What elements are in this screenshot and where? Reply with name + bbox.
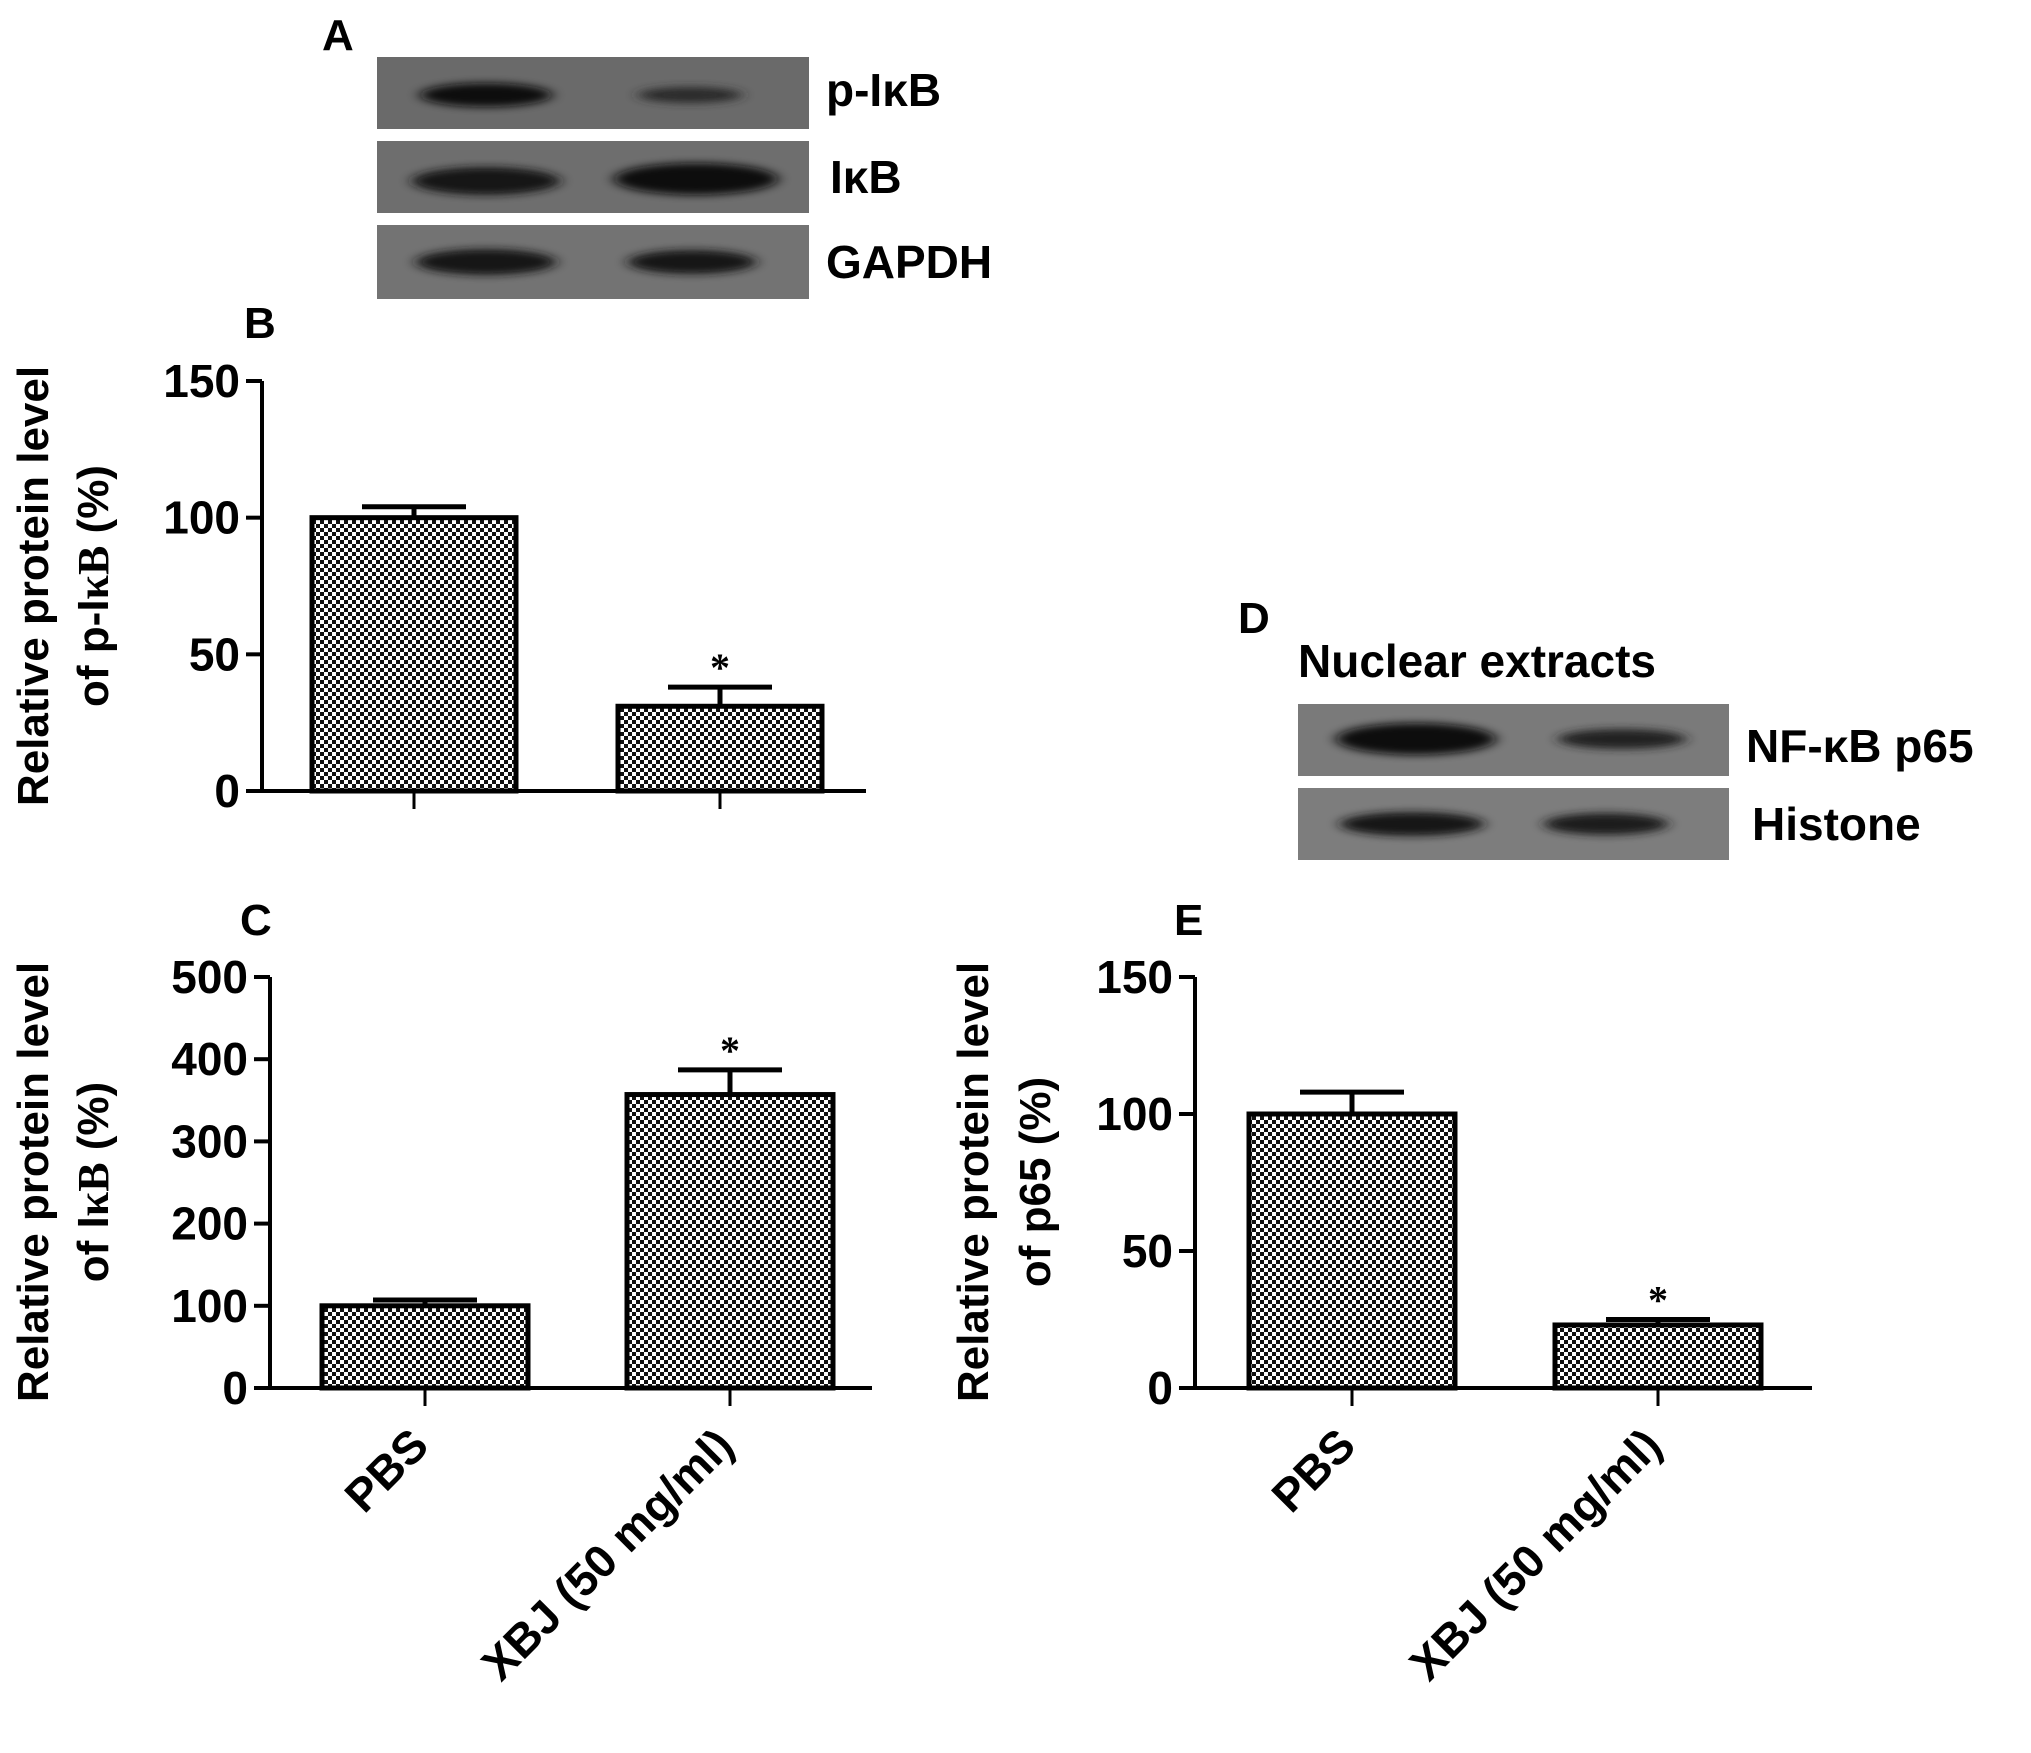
band-label-nfkb-p65: NF-κB p65 <box>1746 720 1974 772</box>
x-category-label-c-1: XBJ (50 mg/ml) <box>471 1418 743 1690</box>
y-tick-label-b-0: 0 <box>214 765 240 817</box>
bar-b-1 <box>615 703 825 794</box>
y-tick-label-b-1: 50 <box>189 628 240 680</box>
significance-marker-b-1: * <box>710 645 730 690</box>
blot-strip-p-ikb <box>377 57 809 129</box>
y-axis-title-line1-e: Relative protein level <box>949 962 998 1402</box>
y-axis-title-greek-c: κB <box>69 1162 118 1216</box>
y-tick-label-b-3: 150 <box>163 355 240 407</box>
x-category-label-e-1: XBJ (50 mg/ml) <box>1399 1418 1671 1690</box>
band-label-p-ikb: p-IκB <box>826 64 941 116</box>
y-axis-title-line2-b: of p-IκB (%) <box>69 465 118 707</box>
y-tick-label-b-2: 100 <box>163 492 240 544</box>
bar-b-0 <box>309 515 519 794</box>
y-axis-title-suffix-c: (%) <box>69 1082 118 1163</box>
y-axis-title-line1-c: Relative protein level <box>9 962 58 1402</box>
panel-b-letter: B <box>244 299 276 348</box>
y-tick-label-e-3: 150 <box>1096 951 1173 1003</box>
y-tick-label-c-4: 400 <box>171 1033 248 1085</box>
blot-strip-histone <box>1298 788 1729 860</box>
bar-e-0 <box>1246 1111 1458 1391</box>
y-axis-title-prefix-c: of I <box>69 1216 118 1282</box>
x-category-label-c-0: PBS <box>334 1418 438 1522</box>
x-category-label-e-0: PBS <box>1261 1418 1365 1522</box>
y-tick-label-c-1: 100 <box>171 1280 248 1332</box>
panel-c-letter: C <box>240 896 272 945</box>
y-axis-title-suffix-b: (%) <box>69 465 118 546</box>
significance-marker-c-1: * <box>720 1028 740 1073</box>
panel-e-letter: E <box>1174 896 1203 945</box>
blot-strip-nfkb-p65 <box>1298 704 1729 776</box>
y-axis-title-greek-b: κB <box>69 546 118 600</box>
chart-e: 0 50 100 150 Relative protein level of p65 (%… <box>949 951 1812 1690</box>
y-axis-title-line2-e: of p65 (%) <box>1011 1077 1060 1287</box>
bar-c-0 <box>319 1303 531 1391</box>
y-axis-title-line2-c: of IκB (%) <box>69 1082 118 1282</box>
y-tick-label-c-2: 200 <box>171 1198 248 1250</box>
bar-e-1 <box>1552 1322 1764 1391</box>
blot-a <box>377 57 809 299</box>
y-tick-label-e-1: 50 <box>1122 1225 1173 1277</box>
chart-c: 0 100 200 300 400 500 Relative protein level of… <box>9 951 872 1690</box>
chart-b: 0 50 100 150 Relative protein level of p-IκB … <box>9 355 866 817</box>
panel-d-letter: D <box>1238 594 1270 643</box>
y-tick-label-e-0: 0 <box>1147 1362 1173 1414</box>
band-label-gapdh: GAPDH <box>826 236 992 288</box>
y-axis-title-line1-b: Relative protein level <box>9 366 58 806</box>
band-label-ikb: IκB <box>830 151 902 203</box>
bar-c-1 <box>624 1092 836 1391</box>
y-axis-title-prefix-e: of p65 (%) <box>1011 1077 1060 1287</box>
y-tick-label-c-0: 0 <box>222 1362 248 1414</box>
blot-d <box>1298 704 1729 860</box>
y-tick-label-c-5: 500 <box>171 951 248 1003</box>
blot-strip-gapdh <box>377 225 809 299</box>
y-tick-label-e-2: 100 <box>1096 1088 1173 1140</box>
y-axis-title-prefix-b: of p-I <box>69 599 118 707</box>
band-label-histone: Histone <box>1752 798 1921 850</box>
blot-strip-ikb <box>377 141 809 213</box>
significance-marker-e-1: * <box>1648 1278 1668 1323</box>
y-tick-label-c-3: 300 <box>171 1115 248 1167</box>
panel-d-title: Nuclear extracts <box>1298 635 1656 687</box>
panel-a-letter: A <box>322 11 354 60</box>
